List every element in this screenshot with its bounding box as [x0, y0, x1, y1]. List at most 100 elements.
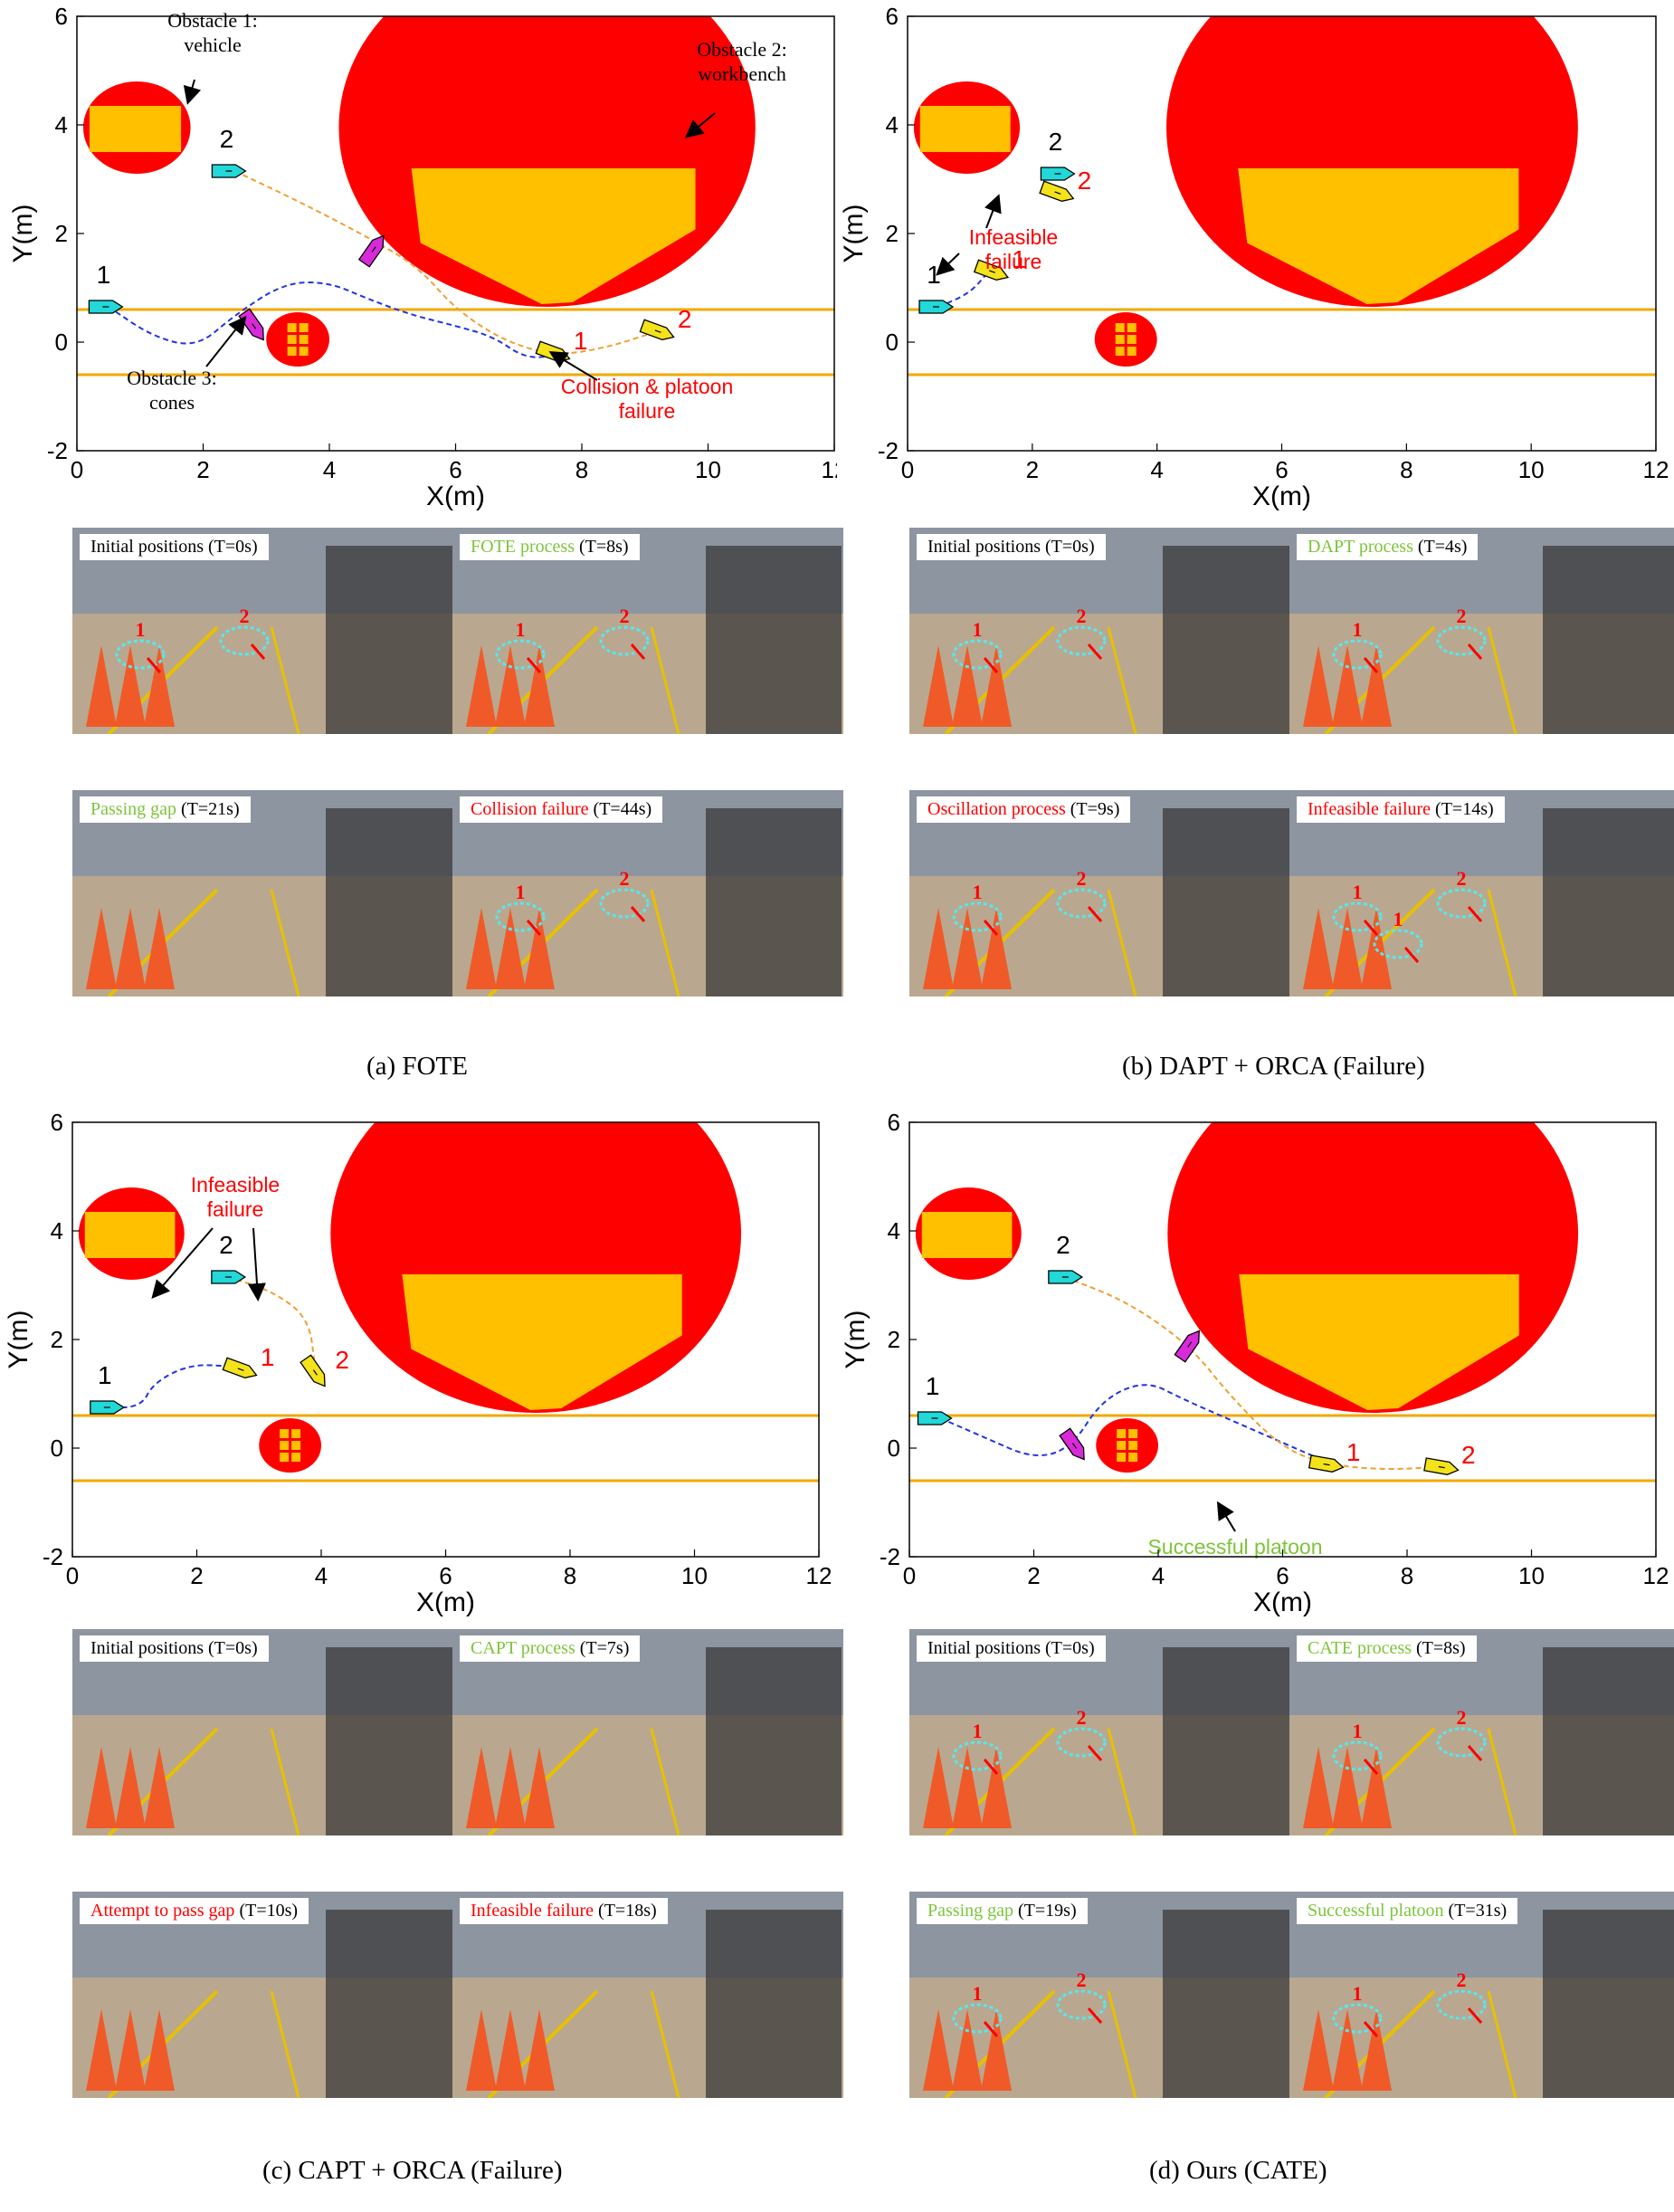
experiment-photo: 1 2 1 Infeasible failure (T=14s)	[1289, 790, 1674, 996]
x-tick-label: 0	[903, 1562, 916, 1589]
robot-highlight	[1332, 2003, 1383, 2034]
robot-id-label: 2	[335, 1346, 349, 1374]
annotation-text: workbench	[698, 62, 786, 85]
robot-marker	[1059, 1427, 1085, 1461]
y-tick-label: 6	[51, 1109, 63, 1136]
robot-highlight	[599, 888, 650, 919]
photo-status: Collision failure	[471, 799, 589, 819]
robot-highlight	[1056, 1727, 1107, 1758]
photo-caption-label: Collision failure (T=44s)	[460, 796, 663, 823]
photo-time: (T=0s)	[208, 537, 258, 557]
annotation-arrow	[205, 315, 247, 367]
photo-status: CAPT process	[471, 1638, 575, 1658]
panel-d: 1 2 1 2 Successful platoon 0 2 4 6 8 10 12 -2 0 2 4 6 X(m…	[837, 1106, 1674, 2212]
photo-scene	[72, 1892, 463, 2098]
x-tick-label: 0	[901, 456, 914, 483]
annotation-arrow	[984, 194, 1002, 229]
y-tick-label: 0	[888, 1435, 900, 1462]
x-tick-label: 12	[1643, 456, 1669, 483]
traffic-cone	[495, 2009, 526, 2091]
photo-status: FOTE process	[471, 537, 575, 557]
photo-time: (T=4s)	[1417, 537, 1468, 557]
photo-status: Initial positions	[90, 537, 204, 557]
photo-robot-id: 1	[1353, 1982, 1363, 2005]
experiment-photo: Infeasible failure (T=18s)	[452, 1892, 843, 2098]
x-tick-label: 10	[695, 456, 721, 483]
experiment-photo: 1 2 Initial positions (T=0s)	[909, 528, 1300, 734]
x-tick-label: 10	[1518, 1562, 1545, 1589]
robot-highlight	[1436, 888, 1487, 919]
photo-robot-id: 2	[1077, 1706, 1087, 1729]
x-tick-label: 8	[1400, 456, 1412, 483]
annotation-arrow	[151, 1227, 214, 1300]
traffic-cone	[923, 1747, 954, 1828]
photo-time: (T=8s)	[1415, 1638, 1466, 1658]
traffic-cone	[144, 908, 175, 989]
experiment-photo: 1 2 Passing gap (T=19s)	[909, 1892, 1300, 2098]
heading-arrow	[1467, 2007, 1483, 2024]
cone-cell	[1115, 323, 1125, 332]
photo-caption-label: Passing gap (T=21s)	[80, 796, 251, 823]
photo-scene	[452, 1629, 843, 1835]
heading-arrow	[983, 2021, 999, 2037]
photo-time: (T=7s)	[579, 1638, 630, 1658]
robot-marker	[211, 1270, 247, 1284]
robot-marker	[917, 1411, 953, 1425]
traffic-cone	[981, 2009, 1012, 2091]
annotation-text: Collision & platoon	[561, 375, 734, 398]
photo-time: (T=10s)	[239, 1901, 299, 1921]
photo-caption-label: FOTE process (T=8s)	[460, 534, 640, 560]
cone-cell	[1128, 1453, 1138, 1462]
traffic-cone	[1303, 908, 1334, 989]
traffic-cone	[524, 1747, 555, 1828]
traffic-cone	[1332, 2009, 1363, 2091]
annotation-text: Infeasible	[969, 225, 1058, 249]
x-tick-label: 0	[71, 456, 83, 483]
x-tick-label: 6	[1276, 1562, 1289, 1589]
robot-highlight	[952, 901, 1003, 932]
photo-robot-id: 2	[1077, 867, 1087, 890]
annotation-text: Obstacle 3:	[127, 367, 217, 389]
x-tick-label: 4	[323, 456, 336, 483]
traffic-cone	[115, 1747, 146, 1828]
traffic-cone	[86, 1747, 117, 1828]
x-tick-label: 0	[66, 1562, 79, 1589]
obstacle-1-vehicle	[921, 1212, 1013, 1258]
photo-caption-label: CATE process (T=8s)	[1297, 1635, 1477, 1662]
photo-status: Initial positions	[927, 537, 1041, 557]
heading-arrow	[1467, 644, 1483, 660]
traffic-cone	[1303, 2009, 1334, 2091]
traffic-cone	[1332, 1747, 1363, 1828]
cone-cell	[287, 335, 297, 344]
photo-time: (T=0s)	[1045, 1638, 1095, 1658]
photo-status: Successful platoon	[1308, 1901, 1444, 1921]
traffic-cone	[495, 1747, 526, 1828]
robot-id-label: 2	[678, 305, 692, 333]
robot-marker	[90, 1400, 126, 1415]
cone-cell	[291, 1441, 301, 1450]
annotation-arrow	[684, 112, 716, 138]
annotation-text: failure	[985, 250, 1042, 273]
traffic-cone	[466, 1747, 497, 1828]
traffic-cone	[115, 645, 146, 727]
traffic-cone	[144, 645, 175, 727]
experiment-photo: 1 2 DAPT process (T=4s)	[1289, 528, 1674, 734]
cone-cell	[287, 347, 297, 356]
robot-highlight	[1332, 901, 1383, 932]
photo-status: Initial positions	[90, 1638, 204, 1658]
robot-highlight	[952, 639, 1003, 670]
photo-time: (T=31s)	[1448, 1901, 1508, 1921]
traffic-cone	[981, 908, 1012, 989]
annotation-text: Obstacle 2:	[697, 38, 787, 61]
photo-time: (T=14s)	[1435, 799, 1494, 819]
traffic-cone	[1361, 2009, 1392, 2091]
experiment-photo: 1 2 Collision failure (T=44s)	[452, 790, 843, 996]
experiment-photo: 1 2 Initial positions (T=0s)	[72, 528, 463, 734]
robot-marker	[357, 234, 385, 268]
annotation-text: Obstacle 1:	[167, 9, 258, 32]
photo-robot-id: 2	[1077, 1969, 1087, 1991]
photo-robot-id: 2	[1457, 1969, 1467, 1991]
annotation-arrow	[1216, 1501, 1236, 1532]
